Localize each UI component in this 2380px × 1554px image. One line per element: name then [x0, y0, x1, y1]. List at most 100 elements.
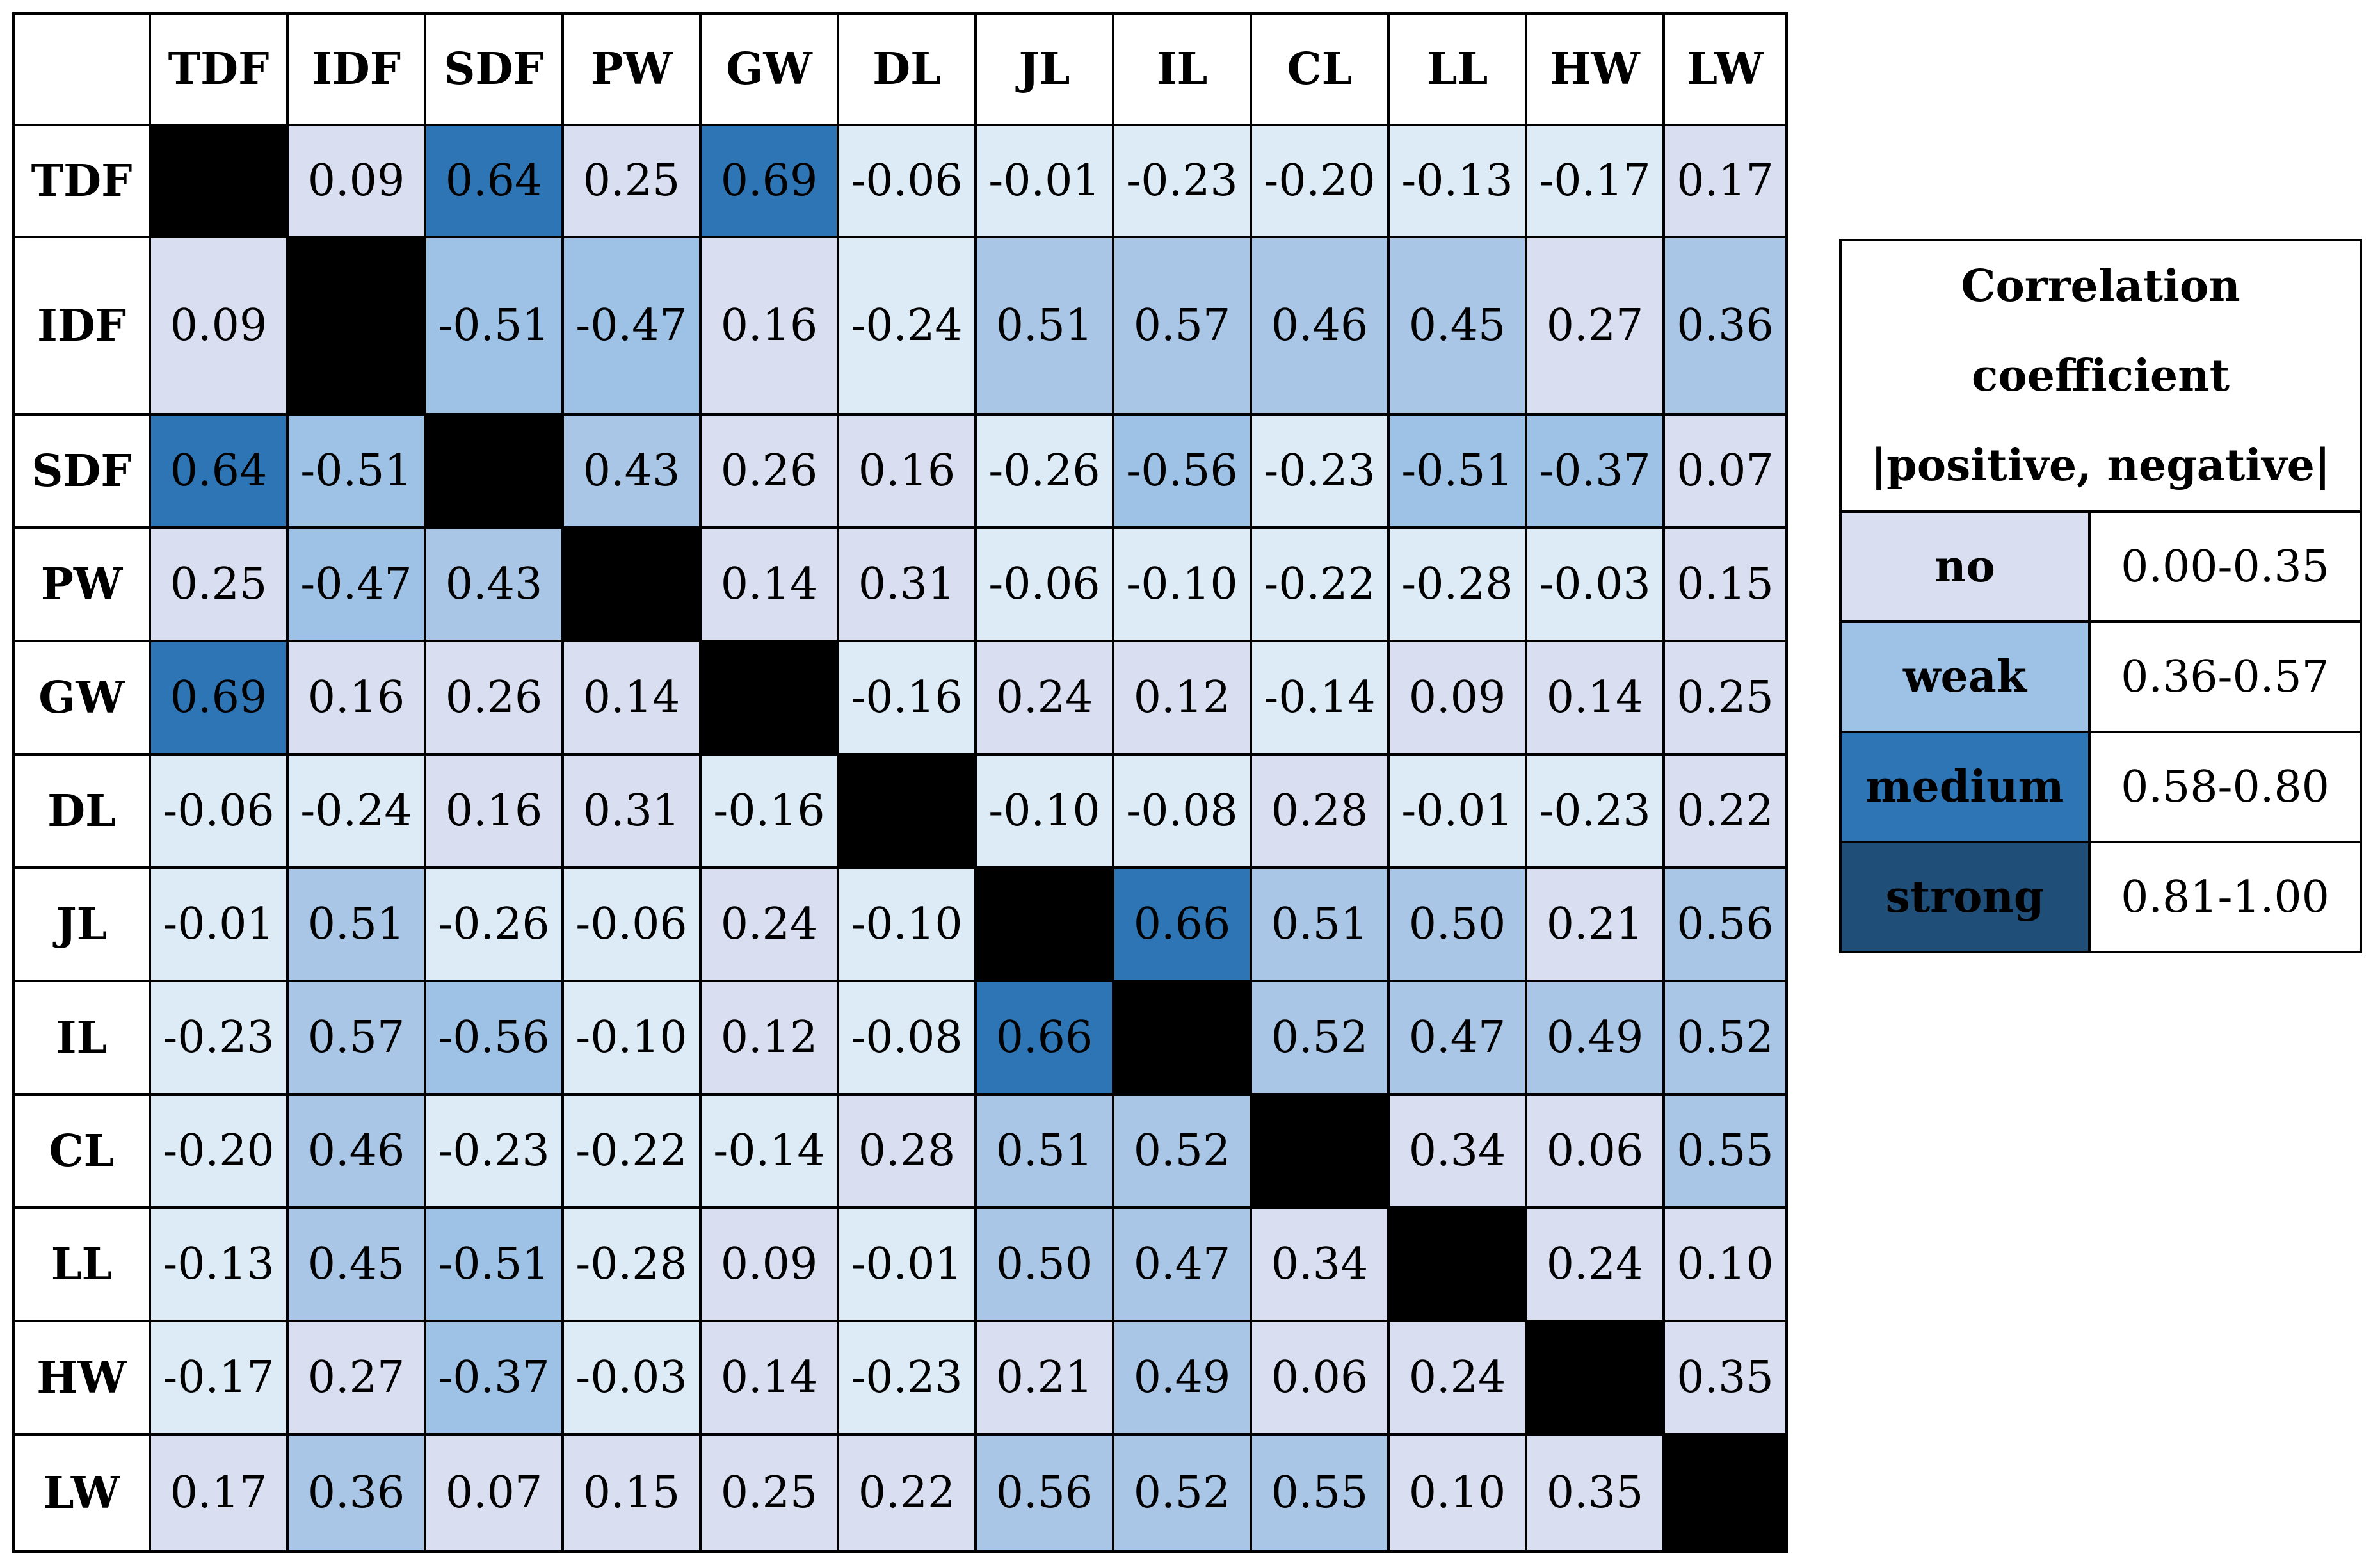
matrix-cell: -0.22	[1250, 526, 1390, 642]
matrix-cell: 0.49	[1525, 980, 1665, 1096]
matrix-body: TDF 0.09 0.64 0.25 0.69 -0.06 -0.01 -0.23 -0.20-…	[12, 124, 1788, 1553]
matrix-cell: -0.51	[424, 1206, 564, 1322]
matrix-cell: -0.56	[1112, 413, 1252, 529]
matrix-cell: -0.23	[424, 1093, 564, 1209]
matrix-row-tdf: TDF 0.09 0.64 0.25 0.69 -0.06 -0.01 -0.23 -0.20-…	[12, 124, 1788, 238]
diagonal-cell	[1112, 980, 1252, 1096]
matrix-cell: 0.14	[699, 1320, 839, 1436]
header-row: TDF IDF SDF PW GW DL JL IL CL LL HW LW	[12, 12, 1788, 126]
matrix-cell: 0.35	[1662, 1320, 1788, 1436]
legend-label-no: no	[1839, 510, 2091, 623]
matrix-cell: 0.52	[1250, 980, 1390, 1096]
matrix-cell: -0.23	[837, 1320, 977, 1436]
corner-cell	[12, 12, 151, 126]
legend-range-strong: 0.81-1.00	[2088, 841, 2362, 953]
matrix-cell: 0.09	[1387, 640, 1527, 756]
matrix-cell: -0.23	[1112, 124, 1252, 238]
matrix-row-sdf: SDF 0.64 -0.51 0.43 0.26 0.16 -0.26 -0.56 -0.23-…	[12, 413, 1788, 529]
matrix-row-ll: LL -0.13 0.45 -0.51 -0.28 0.09 -0.01 0.50 0.47 0.…	[12, 1206, 1788, 1322]
legend-range-no: 0.00-0.35	[2088, 510, 2362, 623]
matrix-cell: 0.51	[974, 236, 1114, 416]
diagonal-cell	[1250, 1093, 1390, 1209]
matrix-cell: 0.09	[149, 236, 289, 416]
matrix-cell: 0.52	[1112, 1433, 1252, 1553]
matrix-cell: 0.07	[424, 1433, 564, 1553]
matrix-cell: -0.10	[837, 866, 977, 982]
diagonal-cell	[149, 124, 289, 238]
matrix-cell: -0.26	[424, 866, 564, 982]
matrix-row-il: IL -0.23 0.57 -0.56 -0.10 0.12 -0.08 0.66 0.52 0.…	[12, 980, 1788, 1096]
matrix-cell: -0.14	[699, 1093, 839, 1209]
matrix-cell: -0.23	[1250, 413, 1390, 529]
matrix-row-jl: JL -0.01 0.51 -0.26 -0.06 0.24 -0.10 0.66 0.51 0.…	[12, 866, 1788, 982]
column-header-ll: LL	[1387, 12, 1527, 126]
matrix-cell: 0.22	[1662, 753, 1788, 869]
matrix-cell: 0.52	[1112, 1093, 1252, 1209]
matrix-cell: -0.20	[1250, 124, 1390, 238]
matrix-cell: -0.01	[149, 866, 289, 982]
matrix-cell: 0.45	[286, 1206, 426, 1322]
matrix-cell: 0.56	[1662, 866, 1788, 982]
matrix-cell: 0.07	[1662, 413, 1788, 529]
diagonal-cell	[699, 640, 839, 756]
matrix-cell: 0.28	[837, 1093, 977, 1209]
column-header-cl: CL	[1250, 12, 1390, 126]
matrix-cell: 0.16	[837, 413, 977, 529]
legend-row-no: no 0.00-0.35	[1839, 510, 2362, 623]
matrix-cell: -0.24	[837, 236, 977, 416]
matrix-cell: -0.23	[1525, 753, 1665, 869]
matrix-cell: 0.57	[1112, 236, 1252, 416]
matrix-cell: -0.51	[424, 236, 564, 416]
matrix-cell: 0.46	[1250, 236, 1390, 416]
row-header-pw: PW	[12, 526, 151, 642]
legend-label-strong: strong	[1839, 841, 2091, 953]
matrix-cell: 0.12	[699, 980, 839, 1096]
matrix-cell: 0.25	[699, 1433, 839, 1553]
matrix-cell: 0.24	[1525, 1206, 1665, 1322]
column-header-sdf: SDF	[424, 12, 564, 126]
column-header-tdf: TDF	[149, 12, 289, 126]
legend-label-medium: medium	[1839, 731, 2091, 843]
matrix-cell: -0.01	[837, 1206, 977, 1322]
matrix-cell: -0.37	[424, 1320, 564, 1436]
matrix-cell: -0.17	[1525, 124, 1665, 238]
matrix-cell: 0.17	[149, 1433, 289, 1553]
matrix-cell: 0.55	[1662, 1093, 1788, 1209]
column-header-lw: LW	[1662, 12, 1788, 126]
matrix-cell: -0.06	[149, 753, 289, 869]
legend-label-weak: weak	[1839, 620, 2091, 733]
matrix-cell: 0.34	[1250, 1206, 1390, 1322]
diagonal-cell	[1387, 1206, 1527, 1322]
matrix-cell: -0.22	[561, 1093, 702, 1209]
matrix-cell: 0.06	[1525, 1093, 1665, 1209]
matrix-cell: -0.47	[286, 526, 426, 642]
row-header-ll: LL	[12, 1206, 151, 1322]
matrix-cell: -0.08	[1112, 753, 1252, 869]
row-header-gw: GW	[12, 640, 151, 756]
matrix-cell: 0.16	[699, 236, 839, 416]
column-header-hw: HW	[1525, 12, 1665, 126]
matrix-cell: 0.25	[1662, 640, 1788, 756]
matrix-row-gw: GW 0.69 0.16 0.26 0.14 -0.16 0.24 0.12 -0.14 0.09…	[12, 640, 1788, 756]
matrix-cell: 0.57	[286, 980, 426, 1096]
column-header-dl: DL	[837, 12, 977, 126]
matrix-cell: 0.06	[1250, 1320, 1390, 1436]
matrix-cell: -0.56	[424, 980, 564, 1096]
diagonal-cell	[424, 413, 564, 529]
diagonal-cell	[286, 236, 426, 416]
matrix-cell: 0.51	[286, 866, 426, 982]
matrix-cell: -0.03	[1525, 526, 1665, 642]
matrix-cell: -0.08	[837, 980, 977, 1096]
matrix-row-idf: IDF 0.09 -0.51 -0.47 0.16 -0.24 0.51 0.57 0.46 0.…	[12, 236, 1788, 416]
legend-range-weak: 0.36-0.57	[2088, 620, 2362, 733]
matrix-cell: 0.50	[974, 1206, 1114, 1322]
legend-row-weak: weak 0.36-0.57	[1839, 620, 2362, 733]
matrix-cell: 0.22	[837, 1433, 977, 1553]
matrix-cell: 0.46	[286, 1093, 426, 1209]
matrix-cell: 0.45	[1387, 236, 1527, 416]
matrix-cell: -0.16	[837, 640, 977, 756]
row-header-cl: CL	[12, 1093, 151, 1209]
matrix-cell: 0.64	[149, 413, 289, 529]
row-header-tdf: TDF	[12, 124, 151, 238]
legend-row-medium: medium 0.58-0.80	[1839, 731, 2362, 843]
